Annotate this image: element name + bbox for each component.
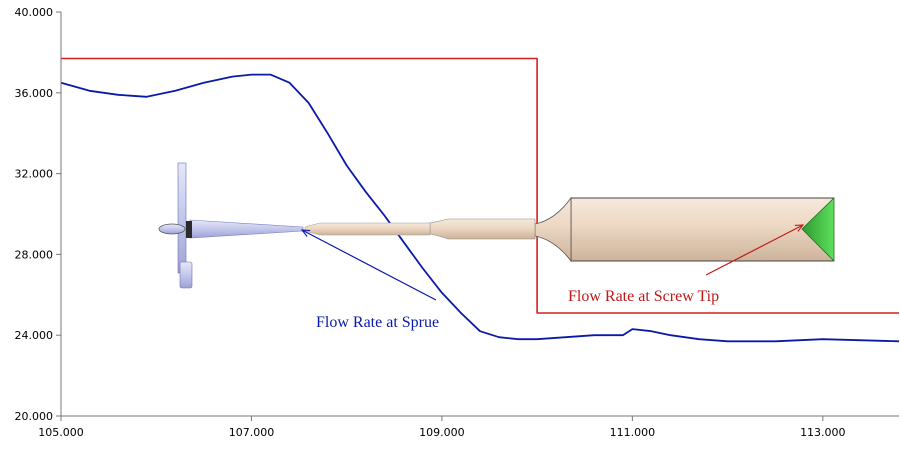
- sprue-cone: [189, 219, 304, 239]
- y-tick-label: 28.000: [15, 248, 54, 261]
- sprue-annotation: Flow Rate at Sprue: [316, 314, 439, 331]
- mold-bar: [177, 162, 187, 274]
- sprue-arrow: [302, 230, 437, 301]
- x-tick-label: 107.000: [229, 426, 275, 439]
- mold-insert: [186, 221, 192, 238]
- x-tick-label: 113.000: [800, 426, 846, 439]
- y-tick-label: 24.000: [15, 329, 54, 342]
- screw-tip-annotation: Flow Rate at Screw Tip: [568, 288, 719, 305]
- y-tick-label: 40.000: [15, 6, 54, 19]
- x-tick-label: 111.000: [610, 426, 656, 439]
- y-tick-label: 20.000: [15, 410, 54, 423]
- x-tick-label: 109.000: [419, 426, 465, 439]
- series-line-1: [60, 73, 900, 343]
- ticks-layer: 105.000 107.000 109.000 111.000 113.000 20.00…: [15, 6, 846, 439]
- runner: [304, 222, 431, 236]
- mold-bar-lower: [179, 261, 193, 289]
- screw-tip-arrow: [705, 225, 803, 276]
- series-line-2: [61, 57, 899, 314]
- mold-gate: [158, 223, 186, 235]
- axes-layer: [60, 12, 899, 417]
- screw-tip: [801, 197, 835, 262]
- y-tick-label: 32.000: [15, 168, 54, 181]
- barrel-taper: [534, 196, 572, 263]
- y-tick-label: 36.000: [15, 87, 54, 100]
- nozzle: [429, 218, 536, 240]
- injection-illustration: [158, 162, 835, 289]
- x-tick-label: 105.000: [38, 426, 84, 439]
- series-layer: [60, 57, 900, 343]
